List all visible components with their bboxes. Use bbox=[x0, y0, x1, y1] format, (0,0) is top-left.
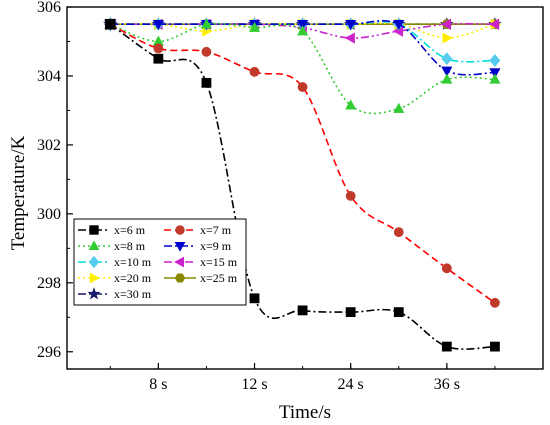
x-axis-title: Time/s bbox=[279, 402, 331, 423]
point-x-9-m-6 bbox=[393, 20, 405, 31]
legend-marker-x-10-m bbox=[88, 255, 100, 269]
legend-label-x-6-m: x=6 m bbox=[114, 223, 146, 237]
x-tick-label-8-s: 8 s bbox=[149, 376, 167, 393]
point-x-7-m-2 bbox=[201, 46, 212, 57]
legend-entry-x-9-m: x=9 m bbox=[164, 239, 232, 253]
point-x-6-m-3 bbox=[249, 293, 260, 304]
series-line-x-20-m bbox=[110, 22, 496, 39]
legend: x=6 m x=7 m x=8 m x=9 m x=10 m x=15 m x=20 m x=… bbox=[73, 218, 247, 306]
point-x-8-m-2 bbox=[200, 18, 213, 29]
legend-marker-x-30-m bbox=[87, 287, 101, 300]
legend-marker-x-9-m bbox=[174, 241, 186, 252]
y-tick-label-300: 300 bbox=[37, 206, 61, 223]
legend-entry-x-30-m: x=30 m bbox=[78, 287, 152, 301]
legend-marker-x-8-m bbox=[88, 240, 100, 251]
series-x-6-m bbox=[104, 18, 500, 352]
point-x-10-m-7 bbox=[441, 52, 453, 66]
point-x-9-m-8 bbox=[489, 68, 501, 79]
legend-label-x-7-m: x=7 m bbox=[200, 223, 232, 237]
point-x-9-m-5 bbox=[345, 20, 357, 31]
point-x-8-m-4 bbox=[297, 25, 309, 36]
legend-entry-x-25-m: x=25 m bbox=[164, 271, 238, 285]
point-x-8-m-5 bbox=[345, 99, 357, 110]
y-tick-label-302: 302 bbox=[37, 137, 61, 154]
point-x-8-m-7 bbox=[441, 73, 453, 84]
y-tick-label-304: 304 bbox=[37, 68, 61, 85]
point-x-7-m-6 bbox=[393, 227, 404, 238]
legend-marker-x-7-m bbox=[175, 225, 185, 235]
point-x-6-m-4 bbox=[297, 305, 308, 316]
point-x-10-m-8 bbox=[489, 53, 501, 67]
y-axis-title: Temperature/K bbox=[8, 135, 29, 250]
legend-label-x-10-m: x=10 m bbox=[114, 255, 152, 269]
legend-marker-x-20-m bbox=[89, 272, 100, 284]
axes-layer: 8 s 12 s 24 s 36 s 296 298 300 302 304 306 bbox=[37, 0, 544, 393]
point-x-6-m-8 bbox=[490, 341, 500, 352]
point-x-6-m-0 bbox=[104, 18, 116, 30]
plot-layer bbox=[67, 7, 543, 369]
point-x-7-m-8 bbox=[490, 297, 500, 308]
legend-entry-x-20-m: x=20 m bbox=[78, 271, 152, 285]
legend-label-x-9-m: x=9 m bbox=[200, 239, 232, 253]
point-x-15-m-5 bbox=[344, 32, 355, 44]
point-x-8-m-6 bbox=[393, 102, 405, 113]
legend-label-x-8-m: x=8 m bbox=[114, 239, 146, 253]
legend-marker-x-6-m bbox=[89, 225, 99, 235]
point-x-15-m-8 bbox=[489, 18, 500, 30]
point-x-8-m-8 bbox=[489, 73, 501, 84]
point-x-7-m-3 bbox=[249, 66, 260, 77]
y-tick-label-306: 306 bbox=[37, 0, 61, 16]
point-x-6-m-2 bbox=[201, 77, 212, 88]
point-x-8-m-3 bbox=[248, 21, 261, 32]
x-tick-label-36-s: 36 s bbox=[434, 376, 460, 393]
legend-marker-x-15-m bbox=[174, 256, 185, 268]
point-x-20-m-7 bbox=[442, 32, 453, 44]
legend-label-x-15-m: x=15 m bbox=[200, 255, 238, 269]
legend-entry-x-7-m: x=7 m bbox=[164, 223, 232, 237]
point-x-7-m-7 bbox=[441, 263, 452, 274]
point-x-7-m-5 bbox=[345, 191, 356, 201]
legend-entry-x-8-m: x=8 m bbox=[78, 239, 146, 253]
point-x-9-m-7 bbox=[441, 66, 453, 77]
series-line-x-7-m bbox=[109, 23, 496, 304]
y-tick-label-296: 296 bbox=[37, 344, 61, 361]
point-x-6-m-7 bbox=[441, 341, 452, 352]
legend-box bbox=[73, 218, 247, 306]
legend-label-x-20-m: x=20 m bbox=[114, 271, 152, 285]
legend-marker-x-25-m bbox=[174, 273, 186, 283]
legend-label-x-30-m: x=30 m bbox=[114, 287, 152, 301]
series-x-7-m bbox=[104, 18, 500, 308]
point-x-7-m-1 bbox=[153, 43, 164, 54]
point-x-6-m-5 bbox=[345, 307, 356, 318]
plot-frame bbox=[66, 6, 544, 370]
point-x-9-m-4 bbox=[297, 20, 309, 31]
x-tick-label-12-s: 12 s bbox=[241, 376, 267, 393]
point-x-7-m-4 bbox=[297, 82, 308, 92]
point-x-15-m-7 bbox=[440, 18, 452, 30]
legend-entry-x-6-m: x=6 m bbox=[78, 223, 146, 237]
y-tick-label-298: 298 bbox=[37, 275, 61, 292]
x-tick-label-24-s: 24 s bbox=[338, 376, 364, 393]
legend-label-x-25-m: x=25 m bbox=[200, 271, 238, 285]
legend-entry-x-10-m: x=10 m bbox=[78, 255, 152, 269]
point-x-6-m-1 bbox=[153, 53, 164, 64]
point-x-9-m-1 bbox=[152, 20, 164, 31]
point-x-6-m-6 bbox=[393, 307, 404, 318]
legend-entry-x-15-m: x=15 m bbox=[164, 255, 238, 269]
